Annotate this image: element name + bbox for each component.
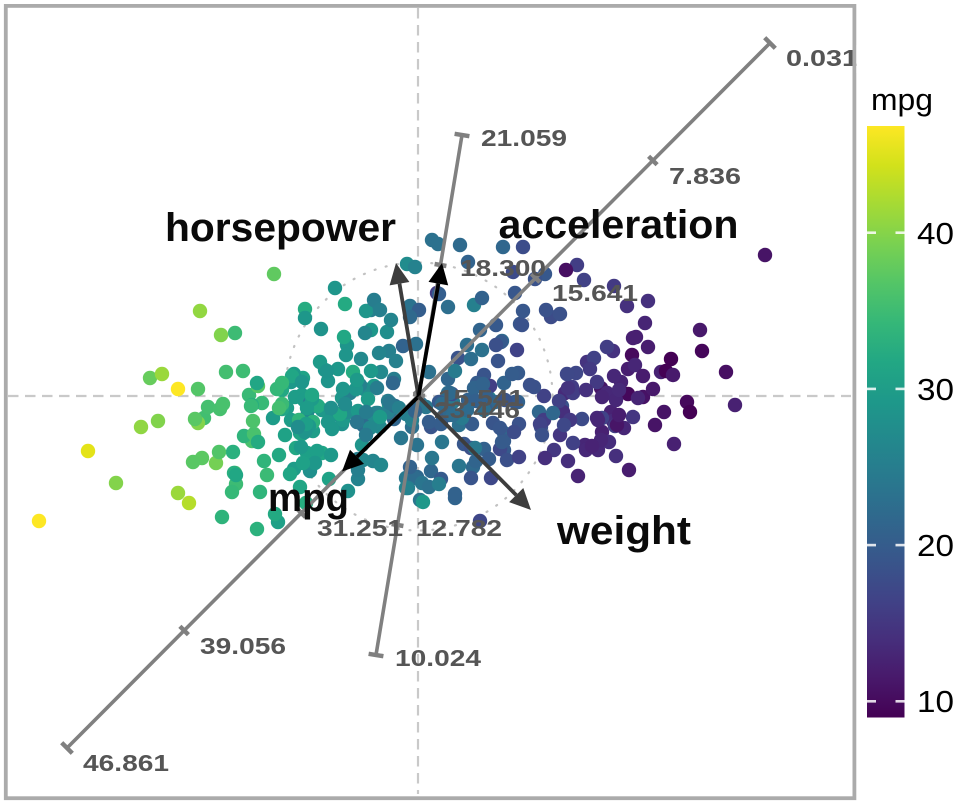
svg-text:weight: weight (556, 509, 691, 553)
svg-text:7.836: 7.836 (669, 163, 741, 189)
svg-text:12.782: 12.782 (416, 515, 502, 541)
svg-text:15.641: 15.641 (552, 280, 638, 306)
svg-text:15.541: 15.541 (438, 385, 524, 411)
svg-text:acceleration: acceleration (499, 203, 739, 247)
svg-text:0.031: 0.031 (786, 45, 858, 71)
svg-text:20: 20 (917, 528, 954, 563)
svg-text:39.056: 39.056 (200, 633, 286, 659)
svg-text:18.300: 18.300 (460, 255, 546, 281)
svg-text:40: 40 (917, 216, 954, 251)
svg-text:mpg: mpg (871, 82, 933, 117)
svg-text:46.861: 46.861 (83, 750, 169, 776)
svg-text:23.446: 23.446 (434, 397, 520, 423)
svg-text:horsepower: horsepower (165, 206, 396, 250)
svg-text:10.024: 10.024 (395, 645, 481, 671)
svg-text:10: 10 (917, 684, 954, 719)
svg-text:21.059: 21.059 (481, 125, 567, 151)
svg-text:mpg: mpg (268, 476, 349, 520)
svg-text:31.251: 31.251 (317, 515, 403, 541)
svg-text:30: 30 (917, 372, 954, 407)
